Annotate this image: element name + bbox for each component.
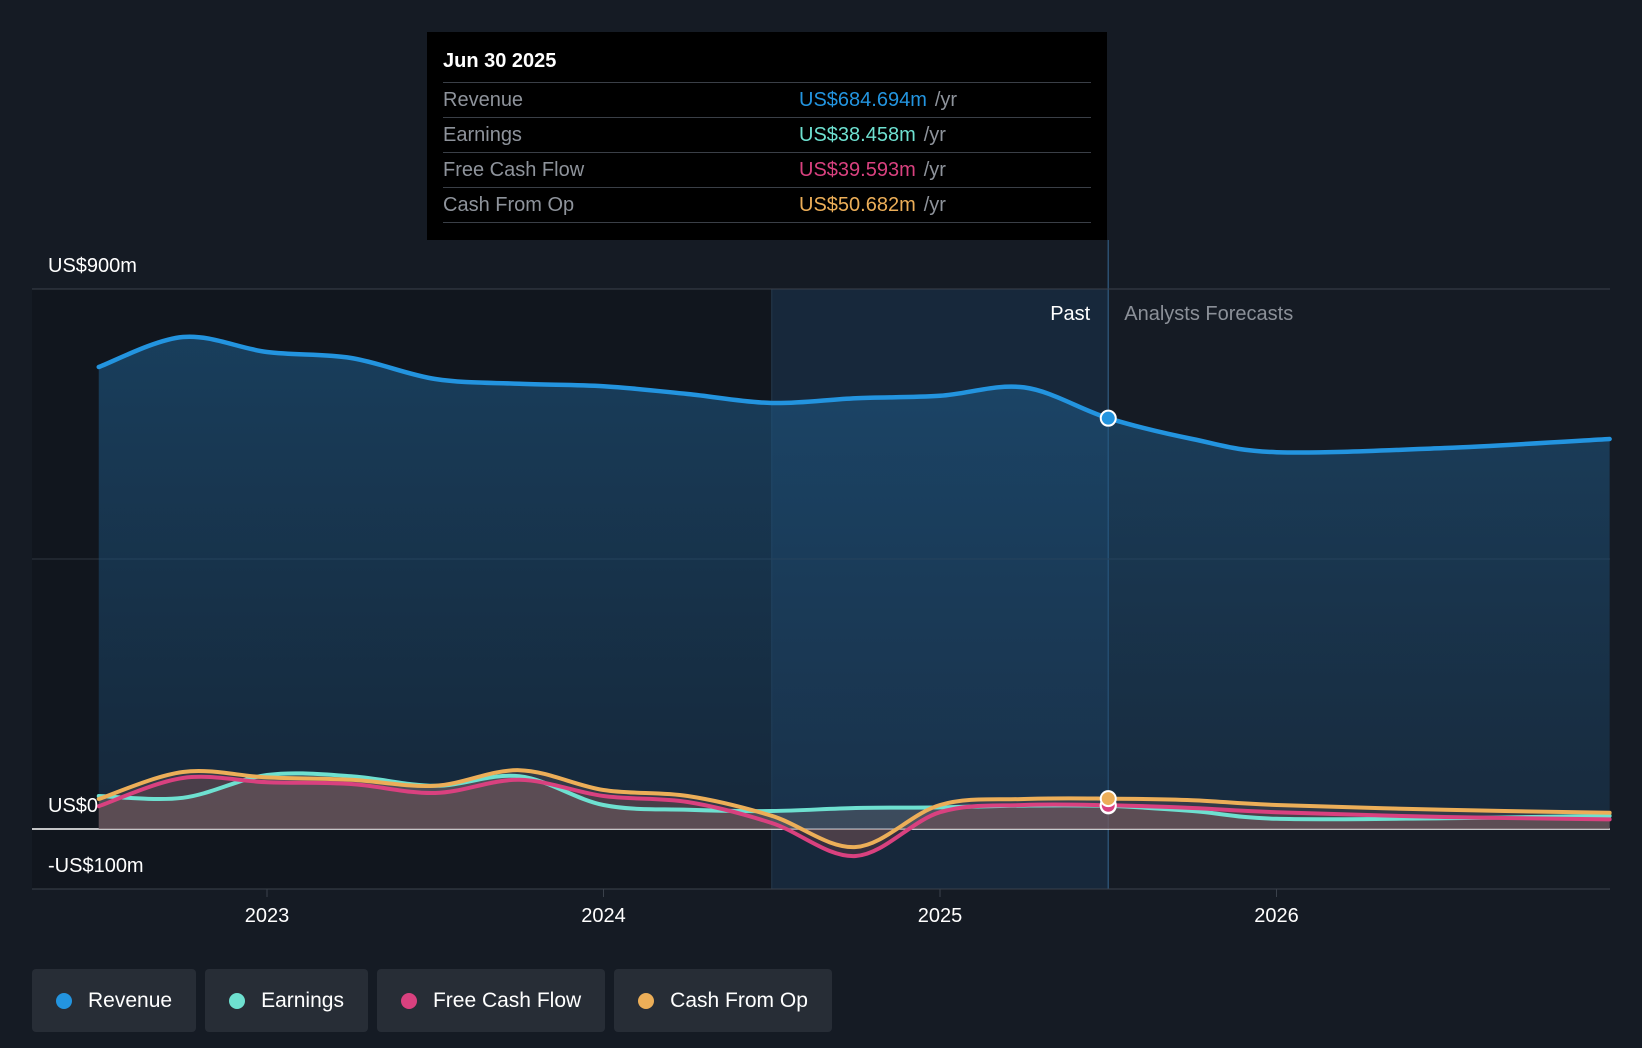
- tooltip-label: Cash From Op: [443, 193, 575, 216]
- y-label-top: US$900m: [48, 255, 137, 277]
- line-cash-from-op: [96, 768, 1612, 850]
- tooltip-date: Jun 30 2025: [443, 50, 557, 72]
- tooltip-rows: Revenue US$684.694m /yr Earnings US$38.4…: [443, 82, 1091, 223]
- line-revenue: [96, 334, 1612, 455]
- line-free-cash-flow: [96, 774, 1612, 859]
- area-revenue: [98, 336, 1610, 829]
- legend-label: Earnings: [261, 988, 344, 1012]
- y-label-zero: US$0: [48, 795, 98, 817]
- legend-label: Free Cash Flow: [432, 988, 582, 1012]
- tooltip-label: Revenue: [443, 88, 524, 111]
- tooltip-row-earnings: Earnings US$38.458m /yr: [443, 117, 1091, 152]
- tooltip-value: US$38.458m: [799, 123, 916, 146]
- marker-cash-from-op: [1099, 790, 1117, 808]
- tooltip-row-revenue: Revenue US$684.694m /yr: [443, 82, 1091, 117]
- tooltip-value: US$684.694m: [799, 88, 927, 111]
- tooltip-unit: /yr: [923, 158, 946, 181]
- line-earnings: [96, 771, 1612, 822]
- y-label-bottom: -US$100m: [48, 855, 144, 877]
- legend-dot-icon: [56, 992, 72, 1009]
- legend-label: Cash From Op: [670, 988, 808, 1012]
- tooltip-row-free-cash-flow: Free Cash Flow US$39.593m /yr: [443, 152, 1091, 187]
- legend-item-earnings[interactable]: Earnings: [205, 969, 368, 1032]
- marker-revenue: [1099, 409, 1117, 427]
- x-tick-label: 2023: [245, 905, 290, 927]
- legend: Revenue Earnings Free Cash Flow Cash Fro…: [32, 969, 832, 1032]
- x-tick-label: 2025: [918, 905, 963, 927]
- tooltip-unit: /yr: [923, 123, 946, 146]
- past-label: Past: [1050, 303, 1090, 325]
- tooltip-value: US$50.682m: [799, 193, 916, 216]
- tooltip-label: Earnings: [443, 123, 522, 146]
- legend-item-cash-from-op[interactable]: Cash From Op: [614, 969, 832, 1032]
- legend-item-revenue[interactable]: Revenue: [32, 969, 197, 1032]
- legend-dot-icon: [638, 992, 655, 1009]
- tooltip-unit: /yr: [923, 193, 946, 216]
- forecast-label: Analysts Forecasts: [1124, 303, 1293, 325]
- tooltip-label: Free Cash Flow: [443, 158, 585, 181]
- tooltip-row-cash-from-op: Cash From Op US$50.682m /yr: [443, 187, 1091, 223]
- area-free-cash-flow: [98, 776, 1610, 857]
- tooltip-unit: /yr: [934, 88, 958, 111]
- tooltip-panel: Jun 30 2025 Revenue US$684.694m /yr Earn…: [427, 32, 1107, 240]
- tooltip-value: US$39.593m: [799, 158, 916, 181]
- x-tick-label: 2026: [1254, 905, 1299, 927]
- legend-dot-icon: [400, 992, 417, 1009]
- area-cash-from-op: [98, 770, 1610, 848]
- legend-label: Revenue: [88, 988, 173, 1012]
- legend-dot-icon: [229, 992, 246, 1009]
- x-tick-label: 2024: [581, 905, 626, 927]
- legend-item-free-cash-flow[interactable]: Free Cash Flow: [376, 969, 606, 1032]
